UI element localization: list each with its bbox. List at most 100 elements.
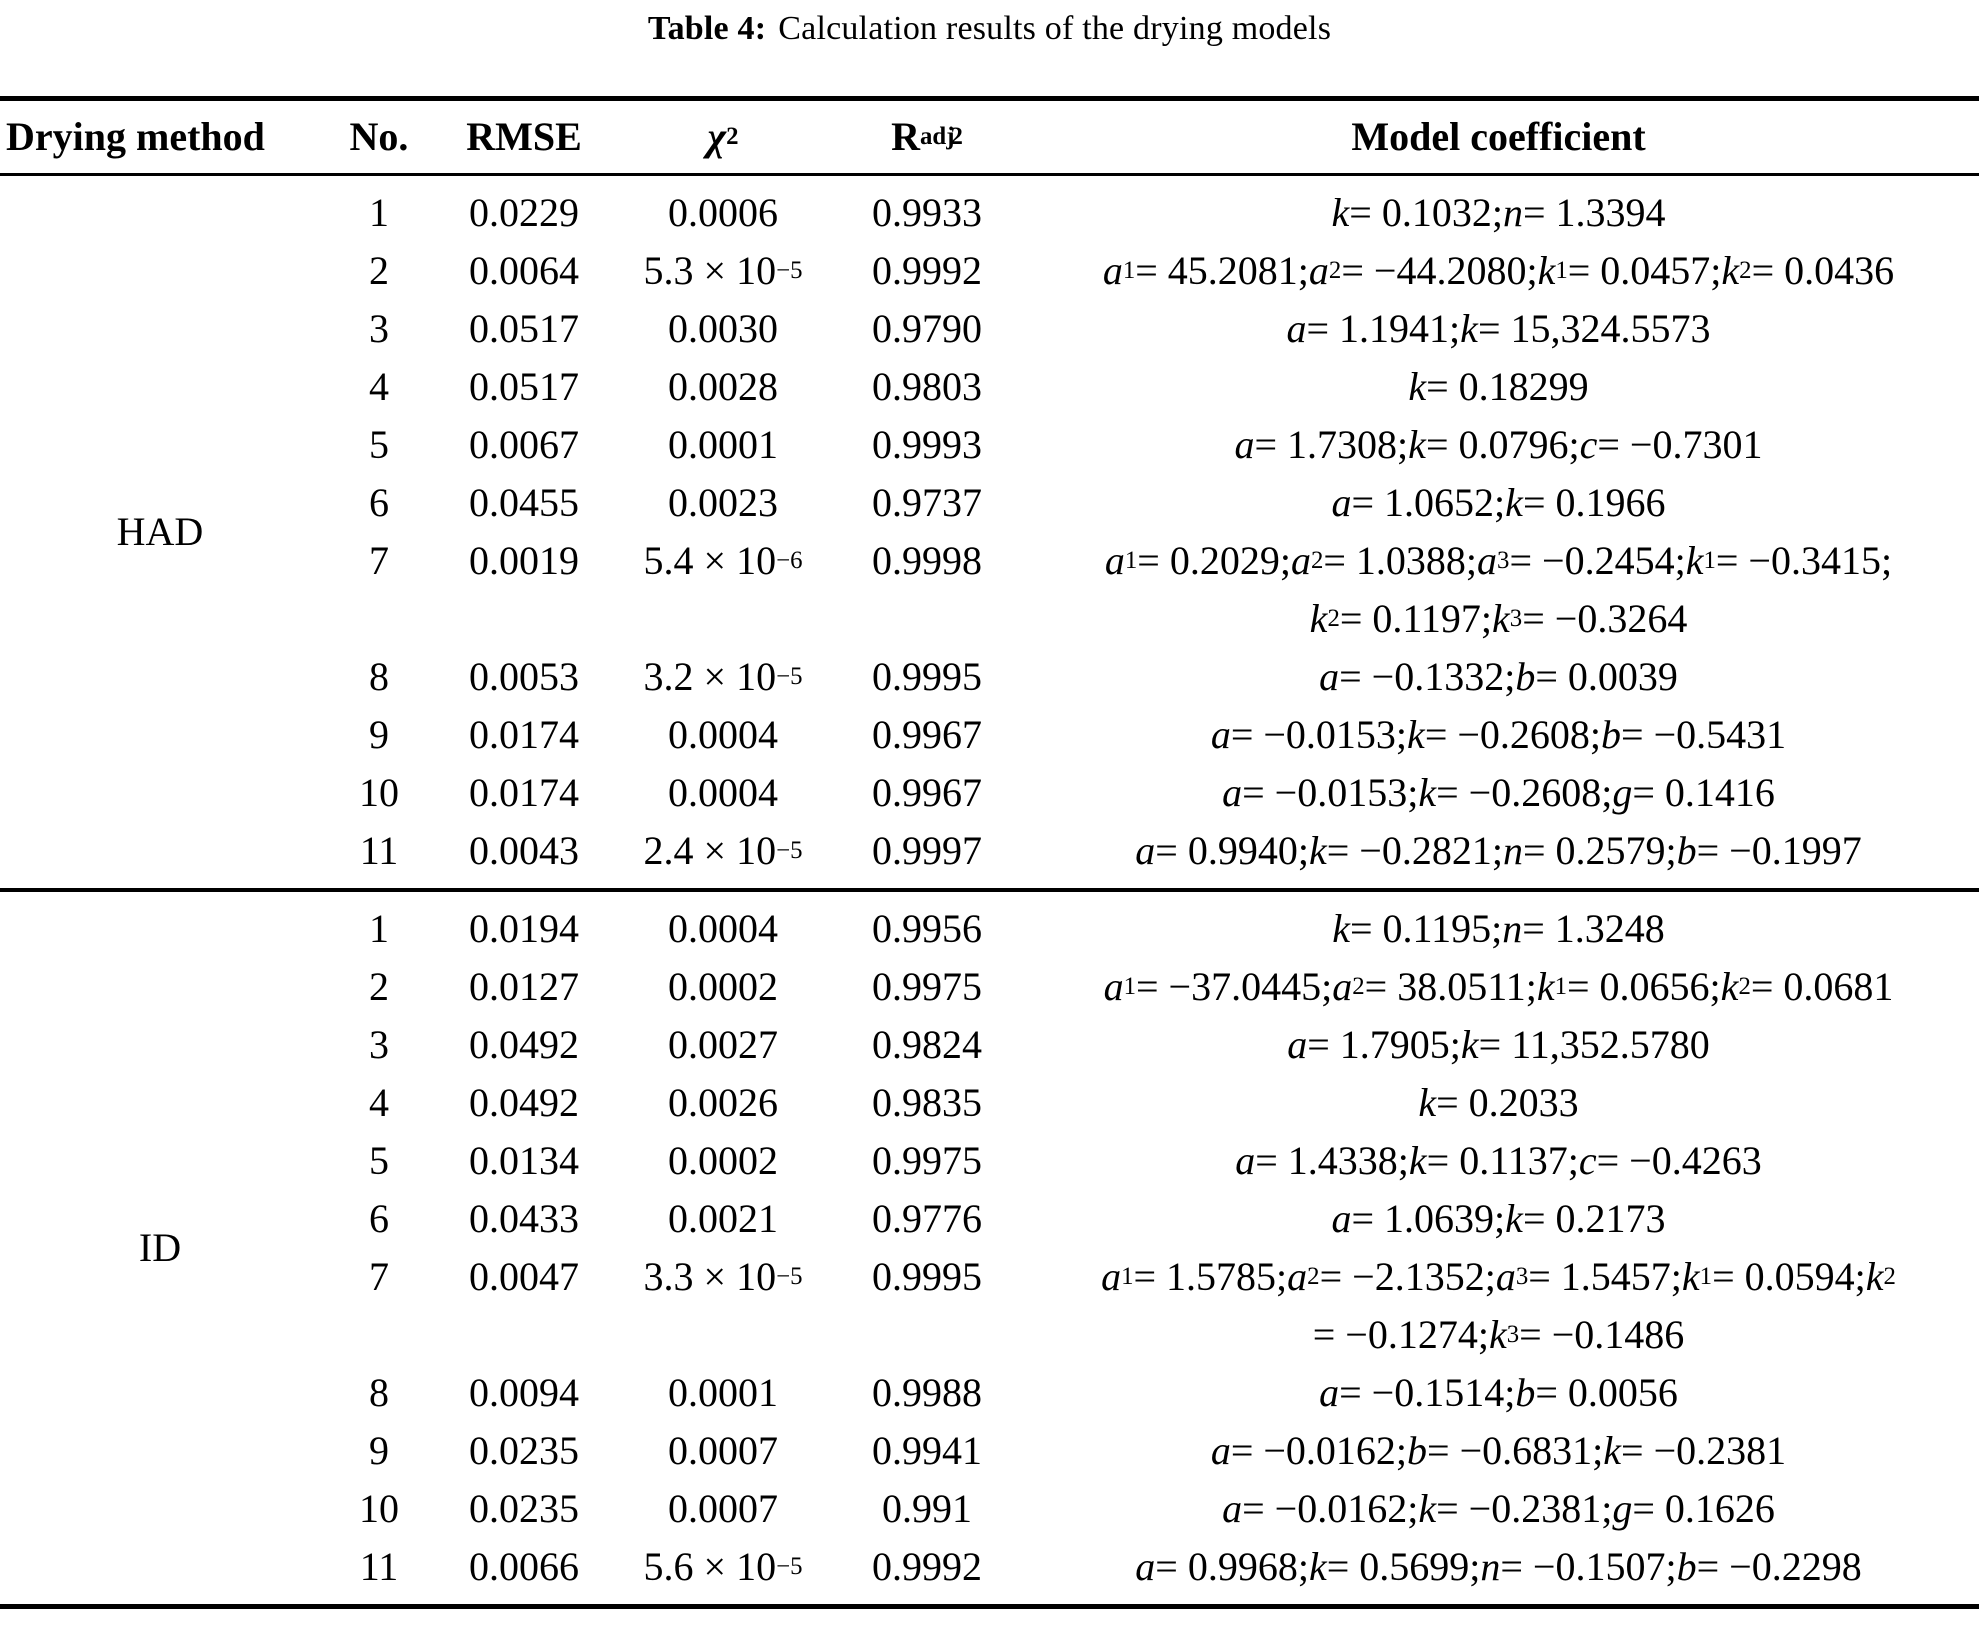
cell-rmse: 0.0235 <box>469 1428 579 1473</box>
cell-no: 8 <box>369 1370 389 1415</box>
cell-coefficient: a = 1.0639; k = 0.2173 <box>1331 1196 1666 1241</box>
cell-chi2: 0.0002 <box>668 964 778 1009</box>
cell-r2adj: 0.9997 <box>872 828 982 873</box>
table-body: HAD 1 0.0229 0.0006 0.9933 k = 0.1032; n = 1.… <box>0 176 1979 1604</box>
cell-chi2: 3.3 × 10 −5 <box>643 1254 803 1299</box>
cell-rmse: 0.0235 <box>469 1486 579 1531</box>
cell-chi2: 0.0004 <box>668 712 778 757</box>
method-label: ID <box>138 1225 182 1270</box>
cell-r2adj: 0.9956 <box>872 906 982 951</box>
cell-rmse <box>438 1306 610 1364</box>
cell-chi2: 0.0027 <box>668 1022 778 1067</box>
col-header-model-coefficient: Model coefficient <box>1351 114 1646 159</box>
cell-coefficient: a = −0.0162; k = −0.2381; g = 0.1626 <box>1222 1486 1775 1531</box>
cell-coefficient: k = 0.1195; n = 1.3248 <box>1332 906 1665 951</box>
cell-rmse: 0.0492 <box>469 1080 579 1125</box>
cell-rmse: 0.0053 <box>469 654 579 699</box>
cell-rmse: 0.0433 <box>469 1196 579 1241</box>
cell-r2adj: 0.991 <box>882 1486 972 1531</box>
r-symbol: R <box>891 114 921 159</box>
cell-chi2: 0.0004 <box>668 770 778 815</box>
cell-coefficient: a = −0.1332; b = 0.0039 <box>1319 654 1678 699</box>
cell-r2adj: 0.9790 <box>872 306 982 351</box>
cell-coefficient: a = 0.9940; k = −0.2821; n = 0.2579; b =… <box>1135 828 1862 873</box>
cell-r2adj: 0.9967 <box>872 770 982 815</box>
cell-r2adj <box>836 1306 1018 1364</box>
cell-rmse: 0.0194 <box>469 906 579 951</box>
cell-coefficient: a = 1.1941; k = 15,324.5573 <box>1286 306 1711 351</box>
cell-r2adj: 0.9998 <box>872 538 982 583</box>
cell-coefficient: a = 1.0652; k = 0.1966 <box>1331 480 1666 525</box>
cell-r2adj: 0.9992 <box>872 248 982 293</box>
cell-chi2: 0.0028 <box>668 364 778 409</box>
cell-no: 3 <box>369 306 389 351</box>
section-had: HAD 1 0.0229 0.0006 0.9933 k = 0.1032; n = 1.… <box>0 176 1979 888</box>
cell-no: 5 <box>369 1138 389 1183</box>
cell-r2adj: 0.9776 <box>872 1196 982 1241</box>
cell-r2adj: 0.9988 <box>872 1370 982 1415</box>
cell-r2adj: 0.9975 <box>872 964 982 1009</box>
cell-r2adj <box>836 590 1018 648</box>
cell-chi2: 0.0001 <box>668 422 778 467</box>
cell-chi2: 0.0026 <box>668 1080 778 1125</box>
cell-rmse: 0.0517 <box>469 306 579 351</box>
table-caption: Table 4: Calculation results of the dryin… <box>0 0 1979 48</box>
cell-r2adj: 0.9803 <box>872 364 982 409</box>
cell-chi2: 0.0021 <box>668 1196 778 1241</box>
cell-rmse: 0.0066 <box>469 1544 579 1589</box>
cell-chi2: 0.0007 <box>668 1428 778 1473</box>
cell-no: 8 <box>369 654 389 699</box>
cell-coefficient: k = 0.1032; n = 1.3394 <box>1331 190 1666 235</box>
cell-rmse: 0.0064 <box>469 248 579 293</box>
cell-coefficient: k = 0.2033 <box>1418 1080 1579 1125</box>
cell-chi2: 0.0006 <box>668 190 778 235</box>
cell-r2adj: 0.9975 <box>872 1138 982 1183</box>
cell-coefficient: k = 0.18299 <box>1408 364 1589 409</box>
cell-chi2: 2.4 × 10 −5 <box>643 828 803 873</box>
table-bottom-rule <box>0 1604 1979 1609</box>
cell-rmse: 0.0134 <box>469 1138 579 1183</box>
cell-no <box>320 590 438 648</box>
cell-rmse: 0.0019 <box>469 538 579 583</box>
cell-no: 6 <box>369 480 389 525</box>
cell-rmse: 0.0094 <box>469 1370 579 1415</box>
cell-rmse: 0.0174 <box>469 770 579 815</box>
cell-coefficient: a = −0.0162; b = −0.6831; k = −0.2381 <box>1210 1428 1787 1473</box>
cell-r2adj: 0.9967 <box>872 712 982 757</box>
cell-no <box>320 1306 438 1364</box>
col-header-drying-method: Drying method <box>6 114 265 159</box>
cell-chi2 <box>610 1306 836 1364</box>
cell-chi2: 0.0007 <box>668 1486 778 1531</box>
cell-chi2: 5.3 × 10 −5 <box>643 248 803 293</box>
cell-chi2: 0.0030 <box>668 306 778 351</box>
cell-rmse: 0.0229 <box>469 190 579 235</box>
cell-coefficient: a = 0.9968; k = 0.5699; n = −0.1507; b =… <box>1135 1544 1862 1589</box>
cell-no: 10 <box>359 770 399 815</box>
cell-no: 2 <box>369 248 389 293</box>
cell-chi2: 0.0001 <box>668 1370 778 1415</box>
cell-no: 6 <box>369 1196 389 1241</box>
cell-rmse: 0.0492 <box>469 1022 579 1067</box>
cell-r2adj: 0.9835 <box>872 1080 982 1125</box>
cell-no: 2 <box>369 964 389 1009</box>
cell-r2adj: 0.9995 <box>872 1254 982 1299</box>
cell-chi2: 5.4 × 10 −6 <box>643 538 803 583</box>
method-label: HAD <box>116 509 204 554</box>
cell-no: 9 <box>369 1428 389 1473</box>
cell-r2adj: 0.9995 <box>872 654 982 699</box>
cell-coefficient: a = −0.1514; b = 0.0056 <box>1319 1370 1678 1415</box>
cell-coefficient: a = 1.4338; k = 0.1137; c = −0.4263 <box>1235 1138 1762 1183</box>
cell-coefficient: a = 1.7308; k = 0.0796; c = −0.7301 <box>1234 422 1763 467</box>
cell-chi2: 5.6 × 10 −5 <box>643 1544 803 1589</box>
cell-r2adj: 0.9941 <box>872 1428 982 1473</box>
cell-coefficient: a = −0.0153; k = −0.2608; b = −0.5431 <box>1210 712 1787 757</box>
cell-no: 9 <box>369 712 389 757</box>
cell-no: 1 <box>369 190 389 235</box>
cell-no: 11 <box>359 1544 399 1589</box>
col-header-no: No. <box>349 114 409 159</box>
